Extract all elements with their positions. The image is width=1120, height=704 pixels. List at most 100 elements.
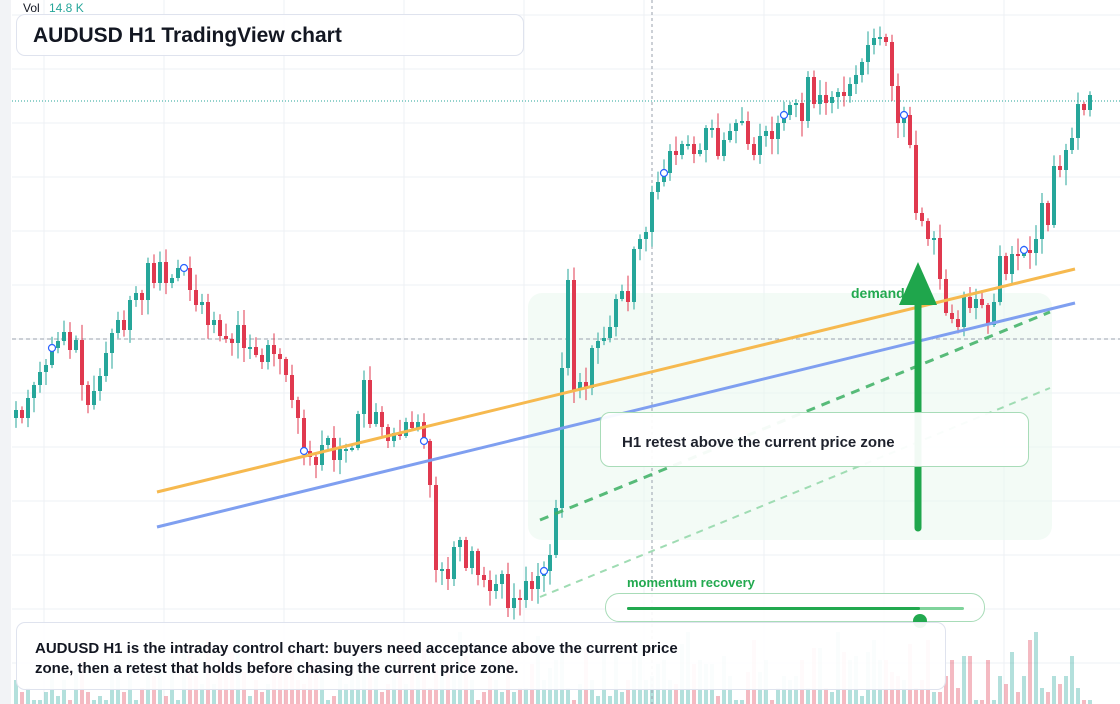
volume-bar: [824, 688, 828, 704]
candle-body: [350, 448, 354, 450]
volume-bar: [980, 700, 984, 704]
candle-body: [722, 140, 726, 156]
candle-body: [356, 414, 360, 448]
candle-body: [890, 42, 894, 86]
volume-bar: [386, 684, 390, 704]
volume-bar: [260, 692, 264, 704]
event-dot[interactable]: [1019, 245, 1029, 255]
event-dot[interactable]: [899, 110, 909, 120]
candle-body: [848, 84, 852, 96]
candle-body: [650, 192, 654, 232]
volume-label: Vol: [23, 1, 40, 15]
volume-bar: [962, 656, 966, 704]
volume-bar: [140, 688, 144, 704]
volume-bar: [524, 688, 528, 704]
event-dot[interactable]: [299, 446, 309, 456]
candle-body: [272, 345, 276, 354]
volume-bar: [1022, 676, 1026, 704]
volume-bar: [542, 680, 546, 704]
event-dot[interactable]: [179, 263, 189, 273]
candle-body: [488, 580, 492, 591]
event-dot[interactable]: [47, 343, 57, 353]
candle-body: [524, 581, 528, 600]
volume-bar: [488, 676, 492, 704]
candle-body: [296, 400, 300, 418]
candle-body: [680, 144, 684, 155]
candle-body: [194, 290, 198, 305]
volume-bar: [920, 680, 924, 704]
volume-bar: [1034, 632, 1038, 704]
volume-bar: [428, 688, 432, 704]
candle-body: [80, 340, 84, 385]
candle-body: [422, 422, 426, 441]
candle-body: [254, 347, 258, 355]
candle-body: [470, 551, 474, 568]
candle-body: [698, 150, 702, 154]
volume-bar: [590, 680, 594, 704]
candle-body: [590, 348, 594, 388]
candle-body: [1070, 138, 1074, 150]
candle-body: [536, 576, 540, 589]
candle-body: [266, 345, 270, 362]
volume-value: 14.8 K: [49, 1, 84, 15]
volume-bar: [332, 696, 336, 704]
candle-body: [764, 131, 768, 136]
volume-bar: [944, 676, 948, 704]
volume-bar: [1076, 688, 1080, 704]
candle-body: [818, 95, 822, 104]
volume-bar: [254, 680, 258, 704]
orange-trendline[interactable]: [156, 267, 1076, 494]
volume-bar: [1046, 692, 1050, 704]
volume-bar: [470, 680, 474, 704]
candle-body: [716, 128, 720, 156]
candle-body: [92, 391, 96, 405]
candle-body: [992, 302, 996, 325]
volume-bar: [26, 688, 30, 704]
candle-body: [44, 365, 48, 372]
candle-body: [416, 422, 420, 428]
candle-body: [596, 341, 600, 348]
candle-body: [1034, 239, 1038, 253]
candle-body: [368, 380, 372, 424]
event-dot[interactable]: [659, 168, 669, 178]
candle-body: [638, 239, 642, 249]
candle-body: [278, 354, 282, 359]
candle-body: [770, 131, 774, 139]
candle-body: [122, 320, 126, 330]
volume-bar: [68, 700, 72, 704]
candle-body: [236, 325, 240, 343]
candle-body: [116, 320, 120, 333]
volume-bar: [518, 688, 522, 704]
volume-bar: [200, 684, 204, 704]
candle-body: [656, 182, 660, 192]
candle-body: [746, 121, 750, 144]
volume-bar: [344, 684, 348, 704]
candle-body: [86, 385, 90, 405]
volume-bar: [896, 676, 900, 704]
volume-bar: [968, 656, 972, 704]
left-edge-strip: [0, 0, 11, 704]
volume-bar: [986, 660, 990, 704]
event-dot[interactable]: [419, 436, 429, 446]
candle-body: [224, 336, 228, 339]
volume-bar: [860, 696, 864, 704]
momentum-label: momentum recovery: [627, 575, 755, 590]
candle-body: [956, 319, 960, 327]
volume-bar: [1028, 640, 1032, 704]
candle-body: [866, 45, 870, 62]
candle-body: [380, 412, 384, 427]
volume-bar: [770, 700, 774, 704]
candle-body: [620, 291, 624, 299]
candle-body: [758, 136, 762, 155]
candle-body: [410, 422, 414, 428]
candle-body: [242, 325, 246, 348]
caption-text: AUDUSD H1 is the intraday control chart:…: [35, 640, 678, 677]
event-dot[interactable]: [779, 110, 789, 120]
volume-bar: [1082, 700, 1086, 704]
candle-body: [530, 581, 534, 589]
volume-bar: [992, 700, 996, 704]
volume-bar: [572, 700, 576, 704]
volume-bar: [38, 700, 42, 704]
event-dot[interactable]: [539, 566, 549, 576]
